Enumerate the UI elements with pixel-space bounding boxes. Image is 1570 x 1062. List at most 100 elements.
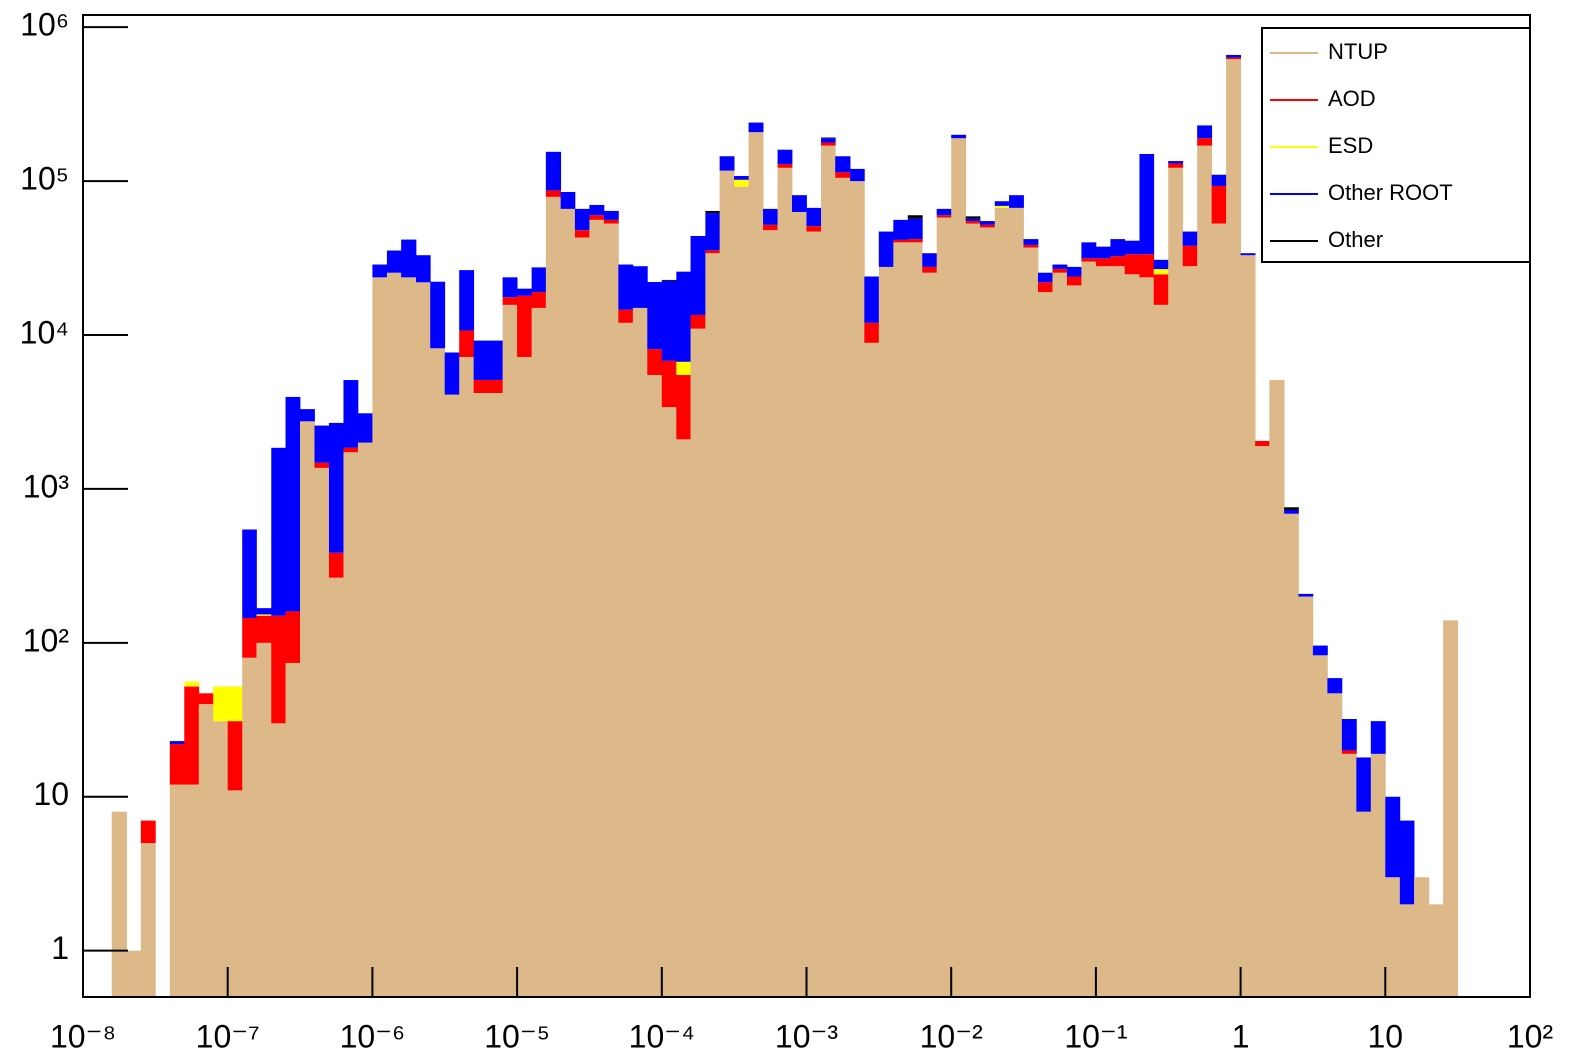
y-tick-label: 1 [51, 930, 69, 966]
bar [517, 295, 533, 357]
bar [777, 164, 793, 168]
bar [1226, 59, 1241, 998]
legend-box [1261, 27, 1531, 263]
bar [647, 282, 663, 350]
bar [661, 360, 677, 408]
bar [227, 686, 243, 722]
bar [821, 145, 836, 997]
bar [690, 235, 706, 315]
bar [574, 208, 590, 231]
bar [676, 439, 691, 997]
bar [1211, 185, 1227, 224]
bar [835, 177, 851, 998]
bar [1298, 593, 1314, 597]
bar [1399, 904, 1415, 997]
bar [1095, 258, 1111, 267]
bar [965, 218, 981, 222]
bar [806, 226, 822, 232]
bar [1370, 721, 1386, 754]
bar [1095, 246, 1111, 259]
bar [878, 231, 894, 267]
bar [502, 304, 518, 997]
bar [256, 608, 272, 615]
bar [734, 186, 750, 997]
bar [271, 447, 286, 616]
bar [821, 138, 836, 143]
bar [343, 380, 359, 448]
bar [763, 208, 778, 225]
bar [777, 149, 793, 165]
bar [1052, 264, 1068, 269]
bar [1240, 253, 1256, 256]
bar [502, 277, 518, 298]
bar [126, 950, 142, 997]
bar [1124, 274, 1140, 997]
bar [690, 314, 706, 329]
bar [372, 264, 388, 278]
bar [430, 281, 446, 349]
bar [951, 134, 967, 139]
bar [1168, 167, 1184, 997]
bar [256, 614, 272, 616]
bar [589, 215, 605, 220]
bar [271, 615, 286, 724]
bar [907, 215, 923, 219]
bar [1139, 254, 1155, 278]
bar [140, 843, 156, 997]
bar [763, 224, 778, 231]
bar [705, 213, 721, 251]
bar [285, 662, 301, 997]
bar [574, 230, 590, 238]
bar [300, 409, 315, 422]
bar [1428, 904, 1444, 997]
bar [748, 132, 764, 997]
bar [184, 784, 200, 997]
bar [979, 224, 996, 228]
legend: NTUP AOD ESD Other ROOT Other [1261, 27, 1531, 263]
bar [1385, 877, 1401, 997]
bar [1226, 57, 1241, 60]
bar [1197, 138, 1213, 146]
bar [386, 272, 402, 997]
bar [242, 657, 257, 997]
x-tick-label: 10⁻⁶ [340, 1018, 406, 1054]
bar [864, 342, 880, 997]
bar [864, 322, 880, 343]
bar [357, 413, 373, 443]
bar [1153, 269, 1169, 275]
bar [1356, 757, 1372, 812]
bar [893, 219, 909, 240]
y-tick-label: 10² [23, 622, 70, 658]
x-tick-label: 10⁻⁵ [484, 1018, 550, 1054]
bar [560, 191, 576, 209]
bar [1414, 877, 1430, 997]
bar [835, 156, 851, 173]
bar [907, 239, 923, 243]
bar [1095, 266, 1111, 997]
bar [647, 374, 663, 997]
bar [618, 322, 634, 998]
bar [763, 230, 778, 998]
bar [242, 618, 257, 658]
bar [1081, 258, 1097, 262]
bar [1182, 231, 1198, 246]
bar [1341, 753, 1357, 997]
bar [1399, 820, 1415, 905]
bar [979, 227, 996, 998]
bar [1009, 207, 1024, 997]
bar [1038, 272, 1053, 283]
bar [1182, 266, 1198, 997]
bar [1153, 259, 1169, 270]
bar [936, 208, 952, 216]
bar [719, 156, 735, 171]
legend-label: Other ROOT [1328, 180, 1453, 205]
x-tick-label: 10⁻⁷ [196, 1018, 260, 1054]
bar [1052, 272, 1068, 997]
x-tick-label: 10⁻² [920, 1018, 983, 1054]
bar [893, 239, 909, 243]
bar [1110, 266, 1126, 997]
bar [227, 721, 243, 791]
bar [603, 223, 619, 997]
bar [1038, 292, 1053, 997]
